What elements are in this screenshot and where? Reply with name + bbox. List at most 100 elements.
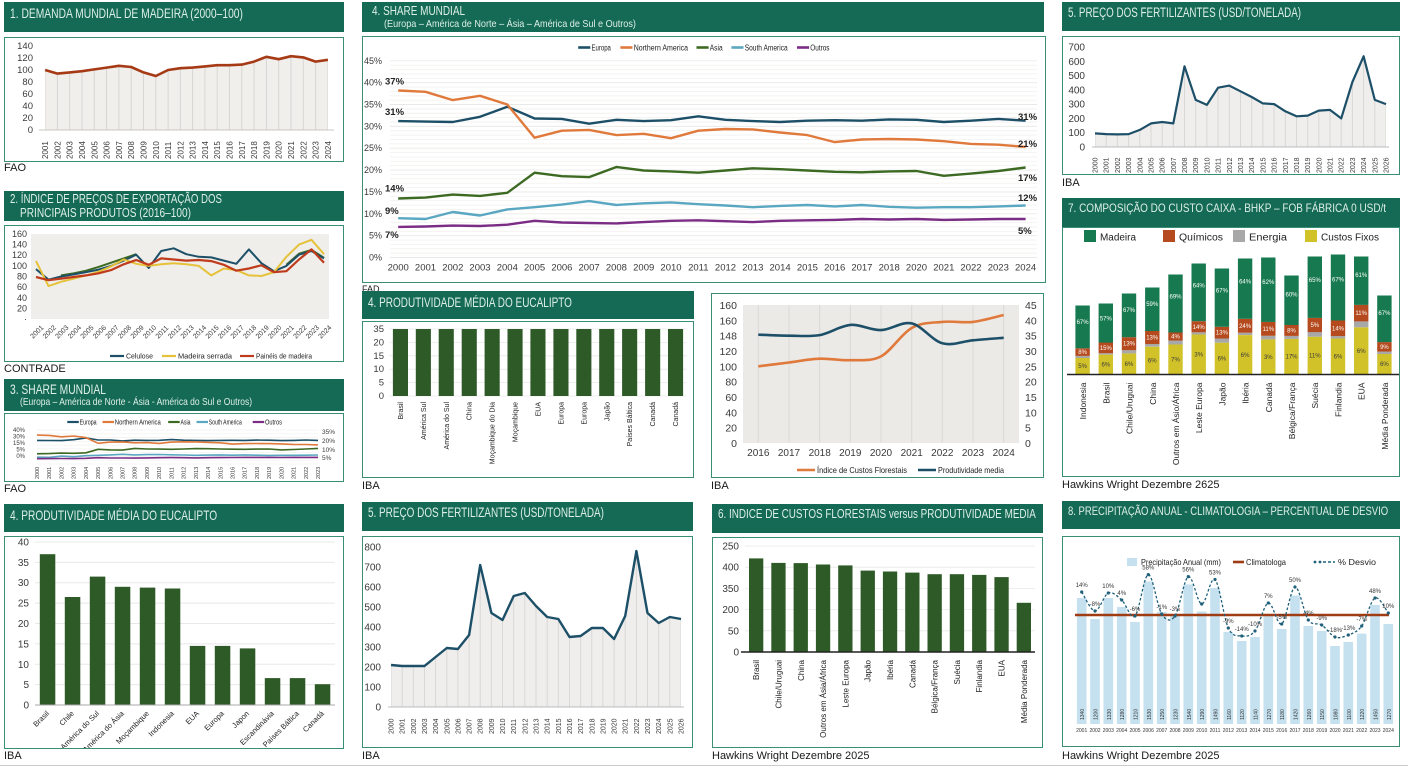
svg-text:2009: 2009 [145, 467, 151, 479]
svg-text:2008: 2008 [606, 263, 627, 274]
svg-text:2024: 2024 [1361, 157, 1368, 173]
svg-text:2018: 2018 [1303, 728, 1314, 734]
svg-text:20: 20 [1025, 377, 1037, 389]
svg-text:200: 200 [1068, 114, 1085, 125]
svg-text:500: 500 [364, 603, 381, 614]
svg-text:8%: 8% [1078, 350, 1087, 356]
svg-text:South America: South America [209, 420, 242, 427]
svg-text:Japão: Japão [864, 659, 873, 681]
svg-text:60: 60 [17, 282, 27, 292]
svg-text:Northern America: Northern America [115, 420, 161, 427]
svg-text:500: 500 [1068, 71, 1085, 82]
svg-text:35%: 35% [364, 100, 382, 110]
svg-text:2020: 2020 [1329, 728, 1340, 734]
svg-text:45%: 45% [364, 56, 382, 66]
svg-text:2021: 2021 [1328, 157, 1335, 173]
svg-text:2024: 2024 [324, 141, 333, 159]
svg-text:2000: 2000 [389, 718, 396, 734]
svg-text:5%: 5% [16, 448, 25, 454]
svg-text:2003: 2003 [422, 718, 429, 734]
svg-text:2013: 2013 [534, 718, 541, 734]
svg-text:Média Ponderada: Média Ponderada [1020, 659, 1029, 723]
svg-text:2011: 2011 [164, 141, 173, 159]
svg-text:2009: 2009 [489, 718, 496, 734]
svg-text:Bélgica/França: Bélgica/França [1287, 382, 1297, 439]
svg-text:2004: 2004 [1116, 728, 1127, 734]
svg-text:140: 140 [12, 240, 27, 250]
svg-text:15%: 15% [1100, 346, 1113, 352]
svg-text:2020: 2020 [870, 448, 893, 459]
svg-text:1080: 1080 [1334, 709, 1340, 720]
svg-text:6%: 6% [1334, 355, 1343, 361]
svg-text:2014: 2014 [206, 467, 212, 479]
svg-text:5%: 5% [369, 231, 382, 241]
svg-text:53%: 53% [1209, 571, 1222, 577]
svg-text:2015: 2015 [218, 467, 224, 479]
svg-text:2010: 2010 [152, 141, 161, 159]
svg-text:9%: 9% [1380, 345, 1389, 351]
svg-text:2005: 2005 [1149, 157, 1156, 173]
svg-text:2020: 2020 [906, 263, 927, 274]
svg-text:2016: 2016 [567, 718, 574, 734]
svg-text:2018: 2018 [809, 448, 832, 459]
svg-text:-7%: -7% [1356, 617, 1367, 623]
svg-text:2008: 2008 [133, 467, 139, 479]
svg-text:1340: 1340 [1080, 709, 1086, 720]
svg-text:Químicos: Químicos [1179, 233, 1223, 244]
svg-text:80: 80 [17, 272, 27, 282]
svg-text:15: 15 [373, 351, 384, 362]
svg-text:35: 35 [373, 324, 384, 335]
svg-text:0: 0 [731, 438, 737, 450]
svg-text:2023: 2023 [316, 467, 322, 479]
svg-text:Asia: Asia [710, 44, 723, 53]
svg-text:14%: 14% [1193, 325, 1206, 331]
svg-text:2010: 2010 [142, 324, 158, 340]
svg-text:China: China [467, 402, 474, 420]
svg-text:2004: 2004 [433, 718, 440, 734]
svg-text:2000: 2000 [35, 467, 41, 479]
svg-text:2018: 2018 [250, 141, 259, 159]
svg-text:40: 40 [17, 293, 27, 303]
svg-text:2022: 2022 [1356, 728, 1367, 734]
svg-text:67%: 67% [1123, 308, 1136, 314]
svg-text:Europa: Europa [592, 44, 612, 53]
svg-text:69%: 69% [1169, 295, 1182, 301]
svg-text:2003: 2003 [1126, 157, 1133, 173]
svg-text:2007: 2007 [1171, 157, 1178, 173]
svg-text:2018: 2018 [242, 324, 258, 340]
svg-text:2018: 2018 [589, 718, 596, 734]
svg-text:59%: 59% [1146, 302, 1159, 308]
svg-text:5: 5 [23, 680, 29, 691]
svg-text:1150: 1150 [1320, 709, 1326, 720]
svg-text:Canadá: Canadá [1264, 382, 1274, 412]
svg-text:2010: 2010 [660, 263, 681, 274]
svg-text:20: 20 [17, 303, 27, 313]
svg-text:30: 30 [1025, 346, 1037, 358]
svg-text:2018: 2018 [255, 467, 261, 479]
svg-text:2008: 2008 [1169, 728, 1180, 734]
svg-text:200: 200 [364, 663, 381, 674]
svg-text:2020: 2020 [275, 141, 284, 159]
svg-text:300: 300 [364, 643, 381, 654]
svg-text:2021: 2021 [901, 448, 924, 459]
svg-text:2005: 2005 [80, 324, 96, 340]
svg-text:2023: 2023 [1350, 157, 1357, 173]
svg-text:5: 5 [379, 378, 384, 389]
svg-text:2011: 2011 [169, 467, 175, 479]
svg-text:1490: 1490 [1214, 709, 1220, 720]
svg-text:2001: 2001 [47, 467, 53, 479]
svg-text:2019: 2019 [267, 467, 273, 479]
svg-text:2022: 2022 [299, 141, 308, 159]
svg-text:Canadá: Canadá [673, 402, 680, 427]
svg-text:20%: 20% [322, 438, 335, 445]
svg-text:2019: 2019 [262, 141, 271, 159]
svg-text:40: 40 [18, 538, 30, 549]
svg-text:1260: 1260 [1307, 709, 1313, 720]
svg-text:2005: 2005 [96, 467, 102, 479]
svg-text:2012: 2012 [167, 324, 183, 340]
svg-text:2005: 2005 [90, 141, 99, 159]
svg-text:11%: 11% [1263, 327, 1275, 333]
svg-text:13%: 13% [1123, 342, 1136, 348]
svg-text:25: 25 [18, 599, 30, 610]
svg-text:2023: 2023 [312, 141, 321, 159]
